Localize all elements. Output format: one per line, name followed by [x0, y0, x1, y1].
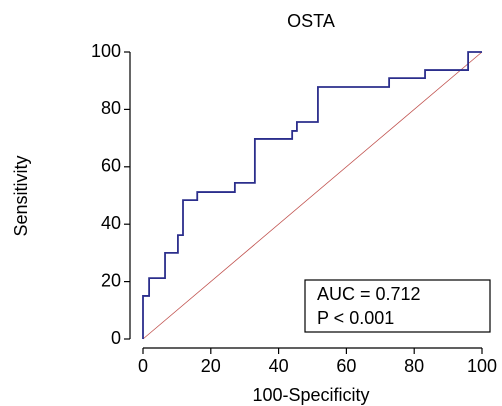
- annotation-box: [304, 279, 491, 333]
- x-axis-label: 100-Specificity: [252, 385, 369, 405]
- x-tick-label: 80: [404, 356, 424, 376]
- y-tick-label: 20: [101, 270, 121, 290]
- annotation: P < 0.001: [317, 308, 394, 328]
- y-tick-label: 40: [101, 213, 121, 233]
- annotation: AUC = 0.712: [317, 284, 421, 304]
- y-axis-label: Sensitivity: [11, 155, 31, 236]
- x-tick-label: 20: [201, 356, 221, 376]
- reference-line: [142, 51, 483, 340]
- x-tick-label: 100: [467, 356, 497, 376]
- y-tick-label: 100: [91, 41, 121, 61]
- x-tick-label: 60: [336, 356, 356, 376]
- roc-curve: [142, 51, 482, 339]
- y-tick-label: 60: [101, 156, 121, 176]
- y-tick-label: 80: [101, 98, 121, 118]
- x-tick-label: 0: [138, 356, 148, 376]
- y-tick-label: 0: [111, 328, 121, 348]
- chart-title: OSTA: [287, 11, 335, 31]
- x-tick-label: 40: [269, 356, 289, 376]
